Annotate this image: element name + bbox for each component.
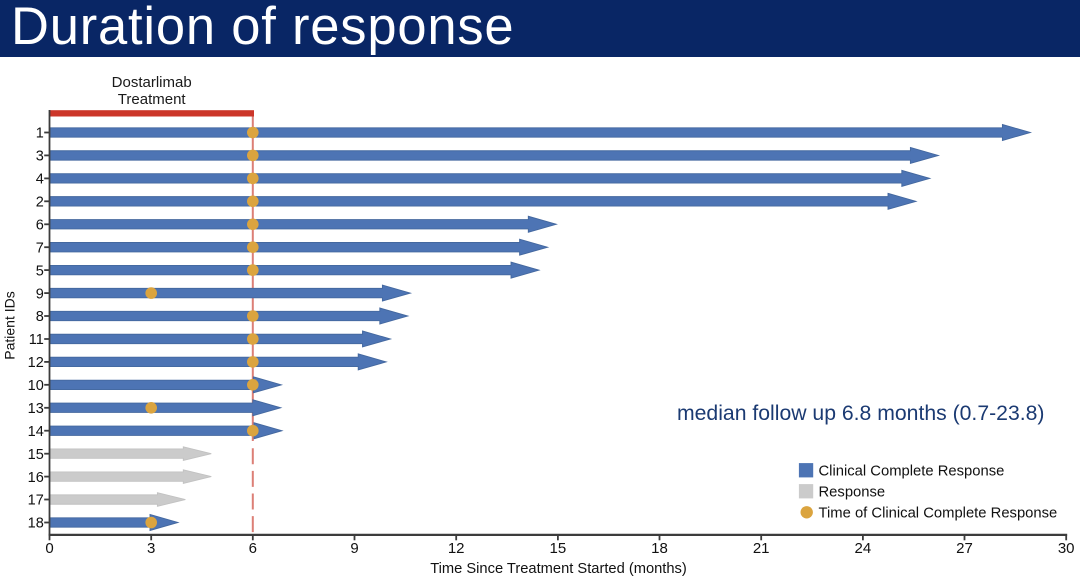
svg-text:Time Since Treatment Started (: Time Since Treatment Started (months): [430, 561, 687, 577]
svg-text:15: 15: [550, 540, 567, 557]
svg-text:18: 18: [651, 540, 668, 557]
svg-text:Duration of response: Duration of response: [11, 0, 514, 56]
svg-text:13: 13: [28, 401, 44, 417]
svg-text:5: 5: [36, 263, 44, 279]
svg-text:Treatment: Treatment: [118, 91, 187, 108]
svg-text:12: 12: [28, 355, 44, 371]
svg-text:3: 3: [147, 540, 155, 557]
svg-text:1: 1: [36, 126, 44, 142]
svg-text:24: 24: [855, 540, 872, 557]
svg-text:2: 2: [36, 195, 44, 211]
svg-text:15: 15: [28, 447, 44, 463]
svg-text:12: 12: [448, 540, 465, 557]
svg-text:9: 9: [36, 286, 44, 302]
svg-text:30: 30: [1058, 540, 1075, 557]
svg-text:6: 6: [249, 540, 257, 557]
svg-text:Dostarlimab: Dostarlimab: [112, 74, 192, 91]
svg-text:Response: Response: [819, 485, 886, 501]
svg-text:4: 4: [36, 172, 44, 188]
svg-text:11: 11: [29, 332, 44, 348]
svg-text:Time of Clinical Complete Resp: Time of Clinical Complete Response: [819, 506, 1058, 522]
svg-text:6: 6: [36, 218, 44, 234]
svg-text:21: 21: [753, 540, 770, 557]
svg-text:10: 10: [28, 378, 44, 394]
svg-text:7: 7: [36, 240, 44, 256]
svg-text:14: 14: [28, 424, 44, 440]
svg-text:Patient IDs: Patient IDs: [2, 291, 18, 359]
svg-text:27: 27: [956, 540, 973, 557]
svg-text:median follow up 6.8 months (0: median follow up 6.8 months (0.7-23.8): [677, 402, 1044, 425]
svg-text:9: 9: [350, 540, 358, 557]
svg-text:3: 3: [36, 149, 44, 165]
svg-text:17: 17: [28, 493, 44, 509]
svg-text:18: 18: [28, 516, 44, 532]
svg-text:16: 16: [28, 470, 44, 486]
svg-text:Clinical Complete Response: Clinical Complete Response: [819, 464, 1005, 480]
svg-text:0: 0: [45, 540, 53, 557]
svg-text:8: 8: [36, 309, 44, 325]
